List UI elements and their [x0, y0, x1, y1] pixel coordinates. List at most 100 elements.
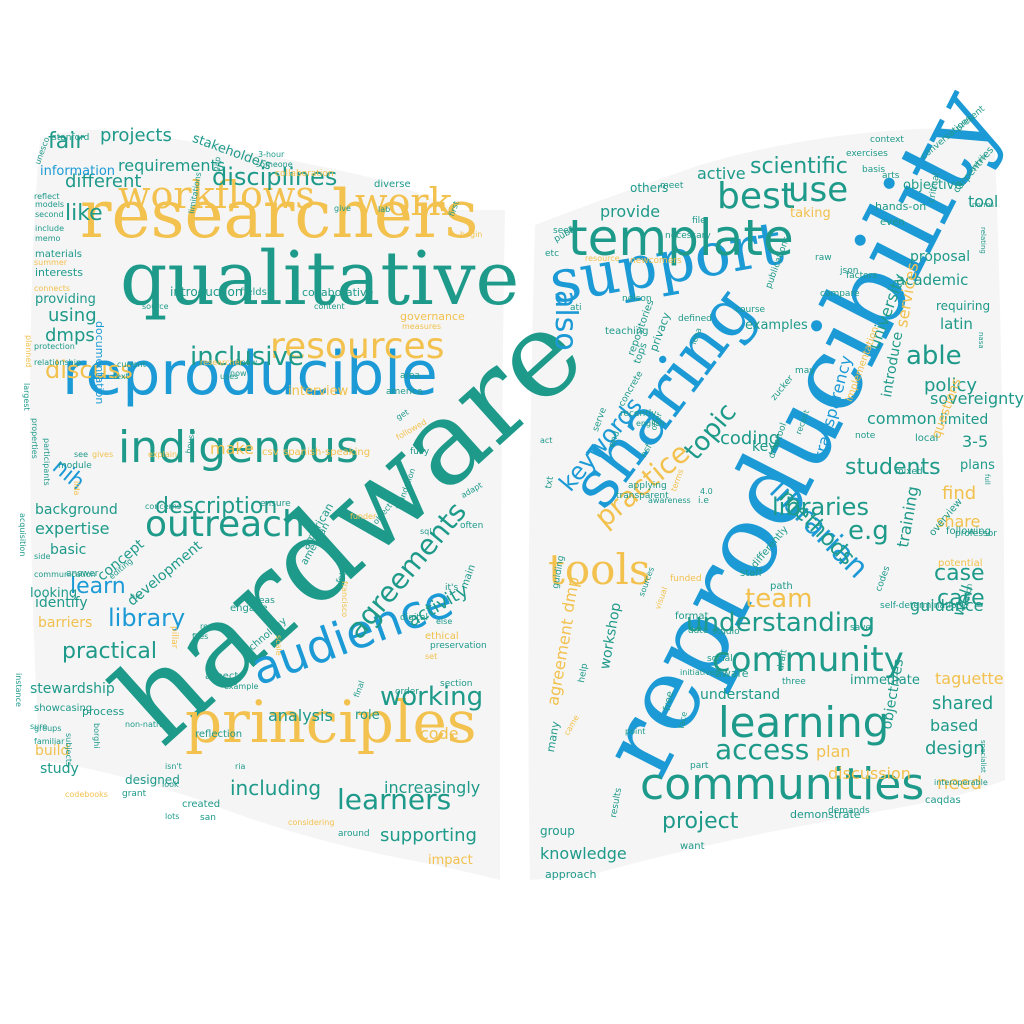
- left-page-word: researchers: [80, 175, 479, 253]
- right-page-word: 3-5: [962, 432, 989, 452]
- left-page-word: library: [108, 603, 186, 632]
- right-page-word: tools: [548, 545, 651, 595]
- left-page-word: build: [35, 743, 70, 760]
- right-page-word: relating: [979, 227, 987, 254]
- right-page-word: basis: [862, 165, 886, 176]
- right-page-word: key: [752, 439, 777, 456]
- left-page-word: now: [230, 369, 247, 379]
- left-page-word: communication: [34, 570, 96, 580]
- right-page-word: limited: [940, 412, 989, 429]
- left-page-word: stanford: [52, 133, 90, 144]
- left-page-word: analysis: [268, 706, 333, 726]
- right-page-word: staff: [740, 567, 763, 579]
- left-page-word: different: [65, 170, 142, 192]
- left-page-word: relationship: [34, 358, 82, 368]
- right-page-word: best: [717, 176, 795, 218]
- right-page-word: path: [770, 580, 793, 592]
- right-page-word: full: [983, 474, 991, 485]
- left-page-word: module: [58, 461, 92, 472]
- right-page-word: newcomers: [630, 256, 682, 267]
- left-page-word: looking: [30, 585, 78, 601]
- right-page-word: caqdas: [925, 794, 961, 806]
- right-page-word: seek: [553, 226, 574, 237]
- left-page-word: qualitative: [120, 236, 520, 323]
- right-page-word: applying: [628, 481, 667, 492]
- left-page-word: workflows: [118, 172, 315, 217]
- right-page-word: design: [925, 737, 985, 759]
- left-page-word: using: [48, 304, 97, 326]
- left-page-word: background: [35, 502, 118, 519]
- left-page-word: set: [425, 652, 438, 662]
- right-page-word: etc: [545, 249, 560, 260]
- left-page-word: code: [420, 724, 459, 744]
- left-page-word: scale: [274, 635, 283, 656]
- right-page-word: objective: [903, 177, 963, 193]
- right-page-word: i.e: [698, 496, 709, 507]
- left-page-word: identify: [35, 595, 88, 612]
- left-page-word: participants: [42, 438, 51, 486]
- right-page-word: exercises: [846, 149, 888, 160]
- left-page-word: stewardship: [30, 681, 115, 698]
- left-page-word: showcasing: [34, 702, 93, 714]
- left-page-word: gives: [92, 450, 114, 460]
- left-page-word: area: [400, 371, 421, 382]
- right-page-word: necessary: [665, 231, 711, 242]
- right-page-word: norms: [972, 201, 994, 210]
- left-page-word: outreach: [145, 504, 305, 546]
- left-page-word: sure: [30, 722, 48, 732]
- left-page-word: largest: [22, 383, 31, 411]
- right-page-word: knowledge: [540, 844, 627, 864]
- left-page-word: text: [113, 372, 129, 382]
- left-page-word: inclusive: [190, 341, 304, 372]
- right-page-word: local: [915, 432, 939, 444]
- left-page-word: reflect: [34, 192, 60, 202]
- left-page-word: isn't: [165, 762, 182, 772]
- right-page-word: e.g: [848, 515, 889, 546]
- left-page-shape: [30, 129, 505, 880]
- left-page-word: materials: [35, 248, 82, 260]
- right-page-word: compare: [820, 289, 860, 300]
- right-page-word: ati: [570, 303, 582, 314]
- left-page-word: around: [338, 829, 370, 840]
- right-page-word: defined: [678, 314, 712, 325]
- right-page-word: proposal: [910, 249, 971, 266]
- right-page-word: latin: [940, 315, 973, 334]
- left-page-word: role: [355, 707, 380, 723]
- left-page-word: interview: [288, 383, 349, 399]
- right-page-word: resource: [585, 254, 620, 264]
- left-page-word: it's: [445, 583, 459, 594]
- left-page-word: include: [35, 224, 64, 234]
- left-page-word: real: [200, 622, 216, 632]
- left-page-word: like: [65, 201, 103, 227]
- left-page-word: files: [192, 632, 209, 642]
- left-page-word: expertise: [35, 519, 110, 539]
- left-page-word: preservation: [430, 641, 487, 652]
- right-page-word: potential: [938, 557, 983, 569]
- left-page-word: instance: [14, 673, 23, 708]
- left-page-word: collaboration: [275, 169, 334, 180]
- right-page-word: learning: [718, 698, 890, 748]
- left-page-word: begin: [460, 230, 483, 240]
- left-page-word: pillar: [169, 626, 179, 649]
- right-page-word: project: [662, 809, 739, 835]
- left-page-word: properties: [30, 418, 39, 460]
- left-page-word: spanish-speaking: [283, 446, 371, 458]
- right-page-word: examples: [745, 317, 808, 333]
- left-page-word: familiar: [34, 737, 65, 747]
- right-page-word: may: [795, 366, 815, 377]
- right-page-word: studio: [712, 627, 740, 638]
- right-page-word: english: [636, 419, 665, 429]
- right-page-word: scientific: [750, 154, 848, 180]
- right-page-word: meet: [660, 181, 684, 192]
- left-page-word: impact: [428, 852, 473, 868]
- left-page-word: grant: [122, 789, 147, 800]
- right-page-word: social: [707, 654, 733, 665]
- left-page-word: considering: [288, 818, 335, 828]
- right-page-word: interoperable: [934, 778, 988, 788]
- right-page-word: nelson: [622, 294, 652, 305]
- left-page-word: second: [35, 210, 64, 220]
- right-page-word: requiring: [936, 298, 991, 313]
- right-page-word: taking: [790, 205, 831, 221]
- left-page-word: resources: [270, 326, 445, 368]
